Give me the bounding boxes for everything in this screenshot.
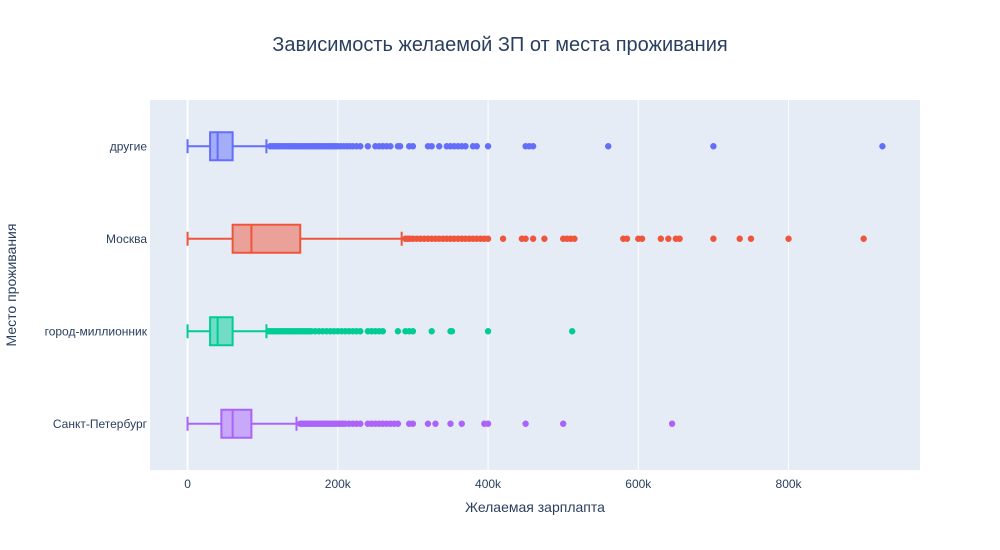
outlier-point [394,420,402,427]
outlier-point [387,143,394,150]
outlier-point [568,328,576,335]
outlier-point [559,420,567,427]
outlier-point [529,235,537,242]
outlier-point [484,235,492,242]
gridlines [186,100,790,470]
x-tick-labels: 0 200k 400k 600k 800k [184,477,802,491]
outlier-point [638,235,646,242]
iqr-box [231,223,302,254]
outlier-point [424,420,432,427]
x-tick-label: 800k [776,477,803,491]
box-series [186,131,886,439]
outlier-point [747,235,755,242]
outlier-point [357,420,364,427]
outlier-point [522,235,529,242]
outlier-point [657,235,665,242]
box-trace [186,223,867,254]
outlier-point [541,235,548,242]
outlier-point [432,420,439,427]
outlier-point [522,420,529,427]
outlier-point [710,235,717,242]
chart-title: Зависимость желаемой ЗП от места прожива… [272,34,727,56]
outlier-point [676,235,683,242]
outlier-point [623,235,631,242]
x-tick-label: 600k [625,477,652,491]
outlier-point [458,420,465,427]
outlier-point [428,328,435,335]
outlier-point [357,328,364,335]
outlier-point [379,328,387,335]
y-tick-label: другие [110,139,148,153]
outlier-point [484,328,492,335]
outlier-point [462,143,469,150]
outlier-point [529,143,537,150]
iqr-box [209,316,234,347]
outlier-point [605,143,612,150]
outlier-point [396,143,404,150]
y-tick-labels: другие Москва город-миллионник Санкт-Петерб… [45,139,148,431]
box-trace [186,316,576,347]
x-tick-label: 200k [325,477,352,491]
outlier-point [736,235,743,242]
outlier-point [499,235,507,242]
iqr-box [220,408,253,439]
y-tick-label: город-миллионник [45,324,148,338]
y-tick-label: Санкт-Петербург [53,417,148,431]
x-tick-label: 400k [475,477,502,491]
outlier-point [879,143,886,150]
outlier-point [860,235,867,242]
plot-area [150,100,920,470]
outlier-point [364,143,372,150]
outlier-point [428,143,435,150]
outlier-point [668,420,676,427]
x-tick-label: 0 [184,477,191,491]
y-tick-label: Москва [106,232,147,246]
iqr-box [209,131,234,162]
outlier-point [484,420,492,427]
outlier-point [484,143,492,150]
outlier-point [447,420,454,427]
box-trace [186,131,886,162]
outlier-point [473,143,480,150]
outlier-point [409,328,417,335]
outlier-point [448,328,456,335]
box-trace [186,408,676,439]
outlier-point [436,143,443,150]
outlier-point [665,235,672,242]
y-axis-title: Место проживания [3,224,19,347]
outlier-point [710,143,717,150]
outlier-point [394,328,402,335]
outlier-point [571,235,578,242]
x-axis-title: Желаемая зарплапта [465,499,605,515]
outlier-point [357,143,364,150]
outlier-point [409,420,417,427]
outlier-point [785,235,792,242]
outlier-point [409,143,417,150]
